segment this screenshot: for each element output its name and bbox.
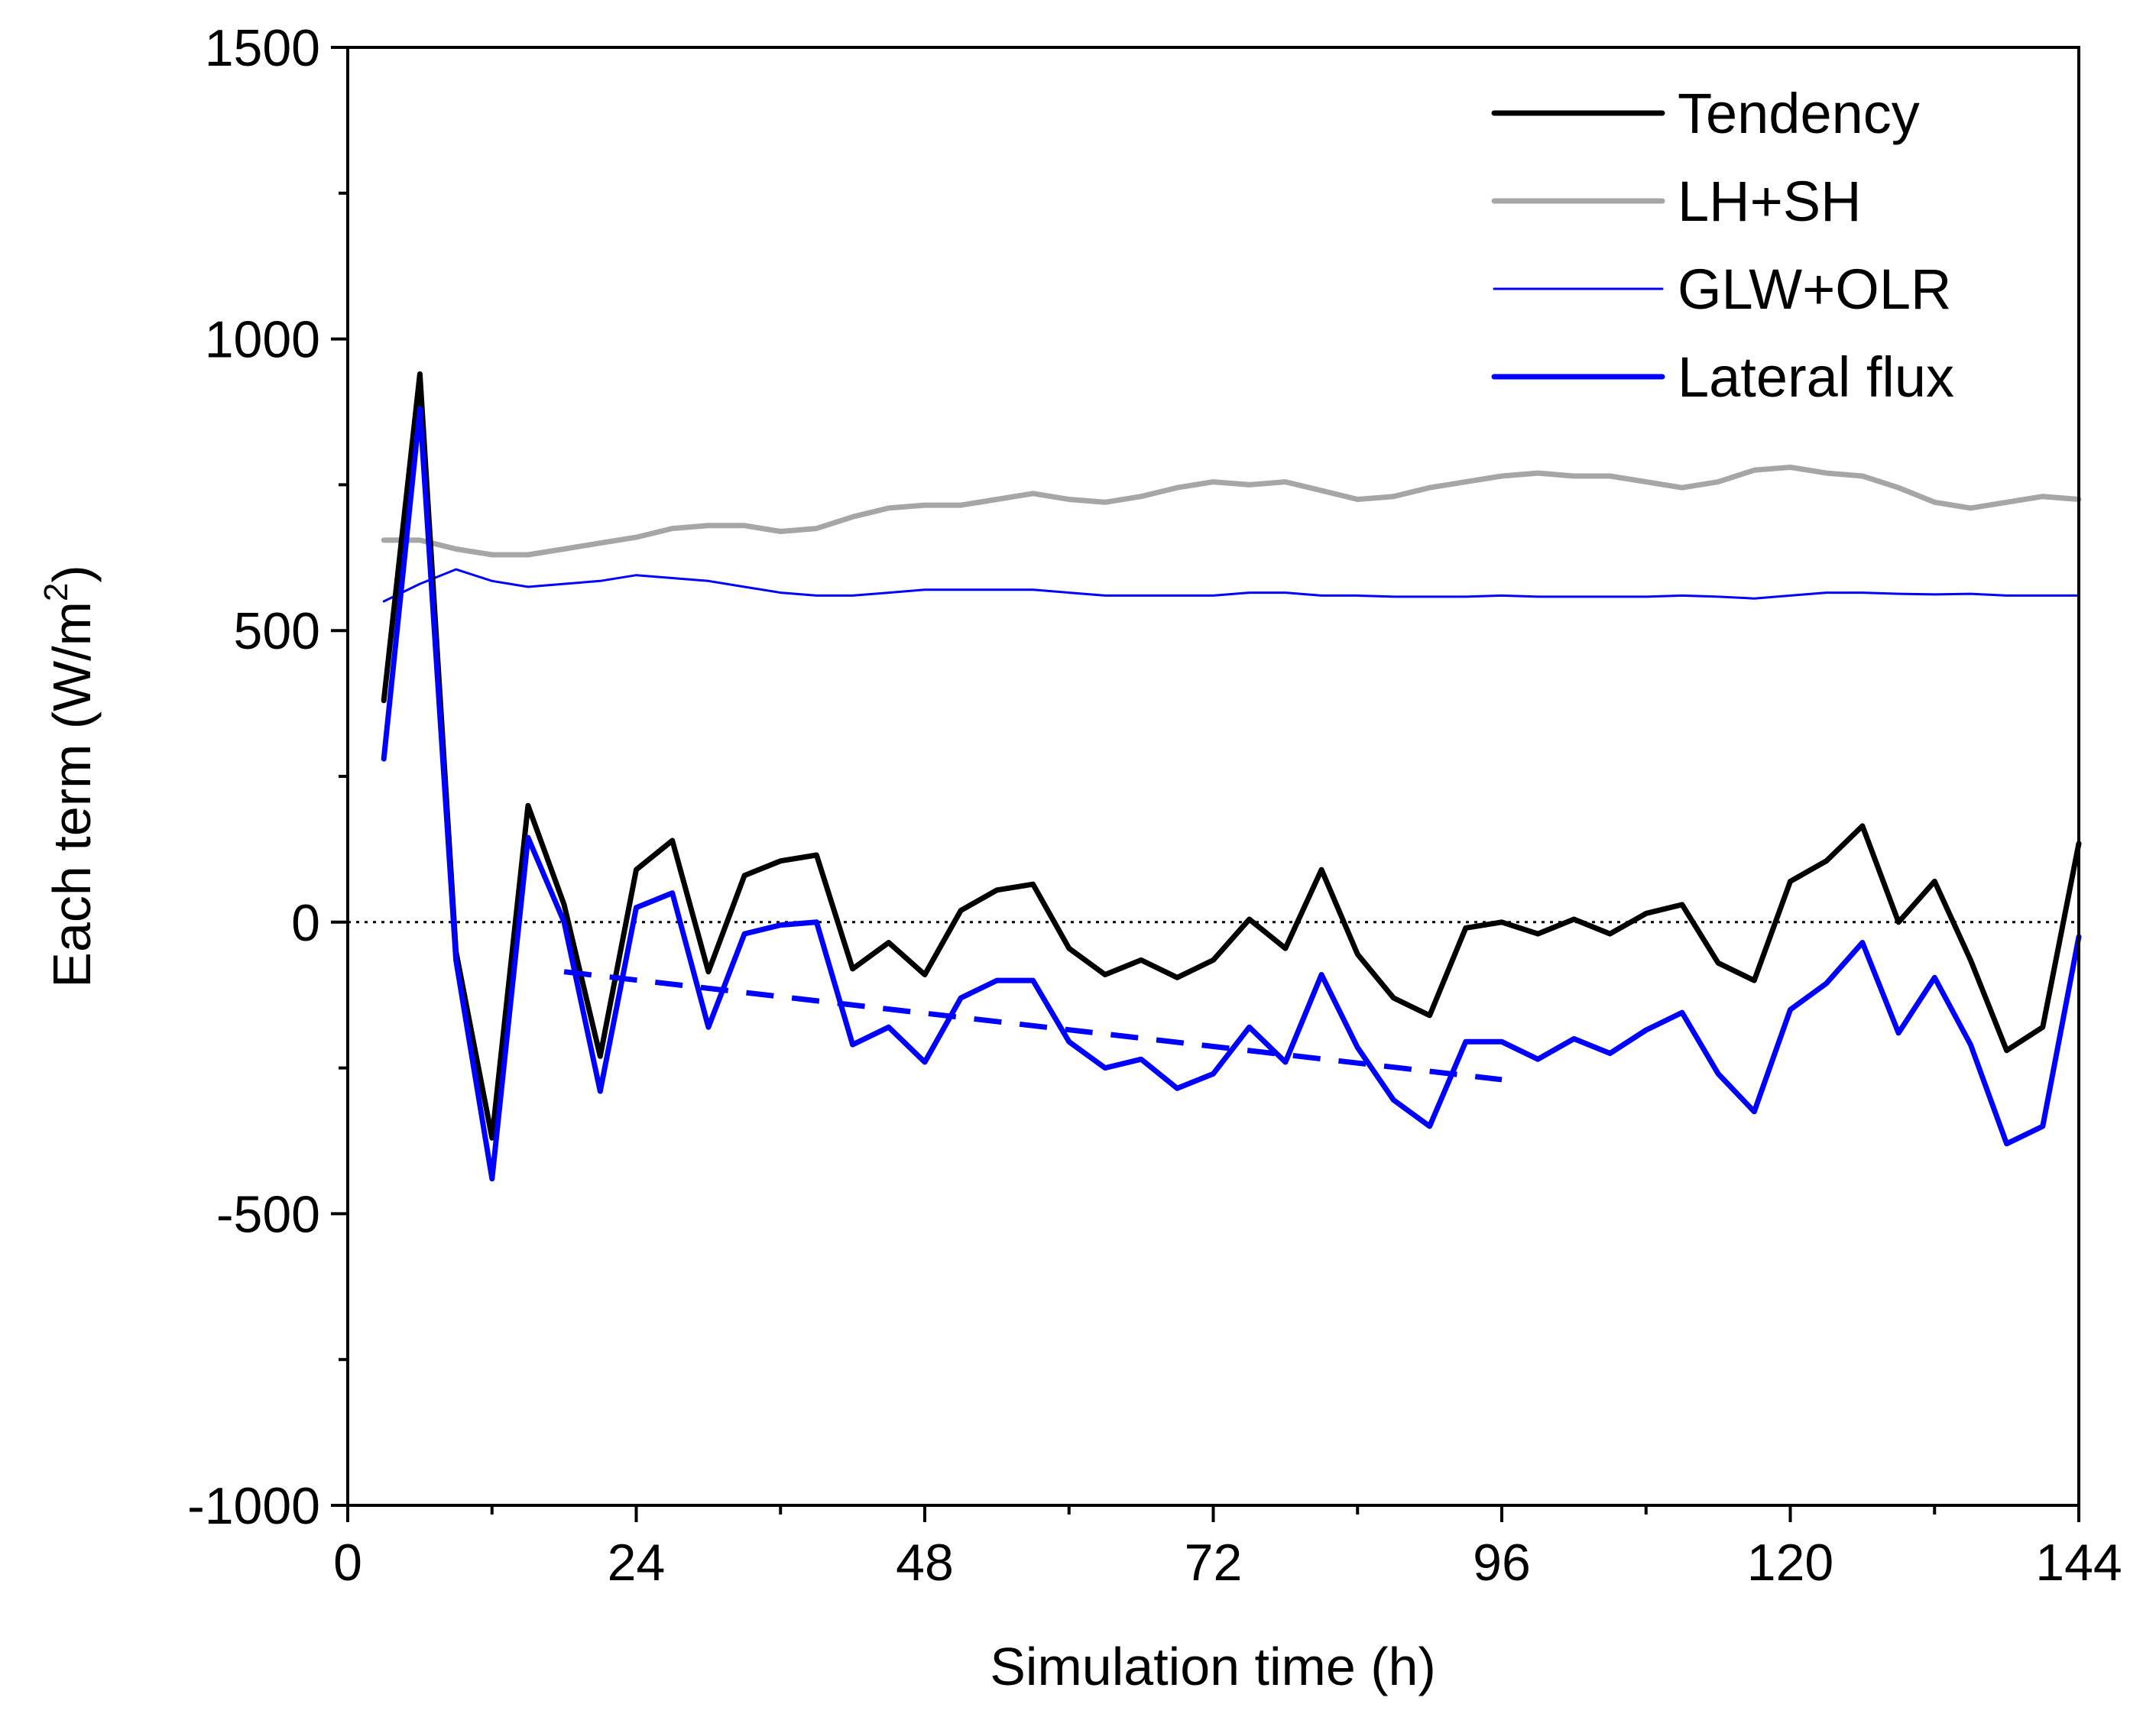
y-axis-title-close: ) <box>42 565 102 582</box>
x-tick-label: 24 <box>608 1534 666 1592</box>
legend: Tendency LH+SH GLW+OLR Lateral flux <box>1491 82 1954 409</box>
y-tick-label: -500 <box>216 1185 320 1243</box>
x-tick-label: 72 <box>1185 1534 1243 1592</box>
x-tick-label: 48 <box>896 1534 954 1592</box>
y-tick-label: 1000 <box>205 311 320 369</box>
series-line-lateral-flux-trend <box>563 969 1503 1083</box>
series-layer <box>381 371 2082 1182</box>
legend-label-tendency: Tendency <box>1678 82 1920 145</box>
x-tick-label: 96 <box>1473 1534 1531 1592</box>
x-tick-label: 0 <box>333 1534 362 1592</box>
y-tick-label: 500 <box>234 602 320 660</box>
y-axis-title-main: Each term (W/m <box>42 601 102 988</box>
series-line-lh-sh <box>381 465 2082 558</box>
legend-label-glw-olr: GLW+OLR <box>1678 258 1951 321</box>
x-tick-label: 144 <box>2035 1534 2122 1592</box>
x-tick-label: 120 <box>1747 1534 1833 1592</box>
y-tick-label: 1500 <box>205 19 320 77</box>
y-tick-label: 0 <box>291 894 320 952</box>
legend-label-lh-sh: LH+SH <box>1678 170 1862 233</box>
series-line-tendency <box>381 371 2082 1141</box>
y-tick-label: -1000 <box>187 1477 320 1535</box>
x-axis-title: Simulation time (h) <box>990 1637 1436 1696</box>
y-axis-title-superscript: 2 <box>37 583 75 601</box>
series-line-glw-olr <box>382 568 2080 603</box>
series-line-lateral-flux <box>381 406 2082 1182</box>
tick-layer: 0 24 48 72 96 120 144 -1000 -500 0 500 1000 1500 <box>187 19 2122 1592</box>
legend-label-lateral-flux: Lateral flux <box>1678 345 1954 409</box>
y-axis-title: Each term (W/m2) <box>37 565 102 987</box>
